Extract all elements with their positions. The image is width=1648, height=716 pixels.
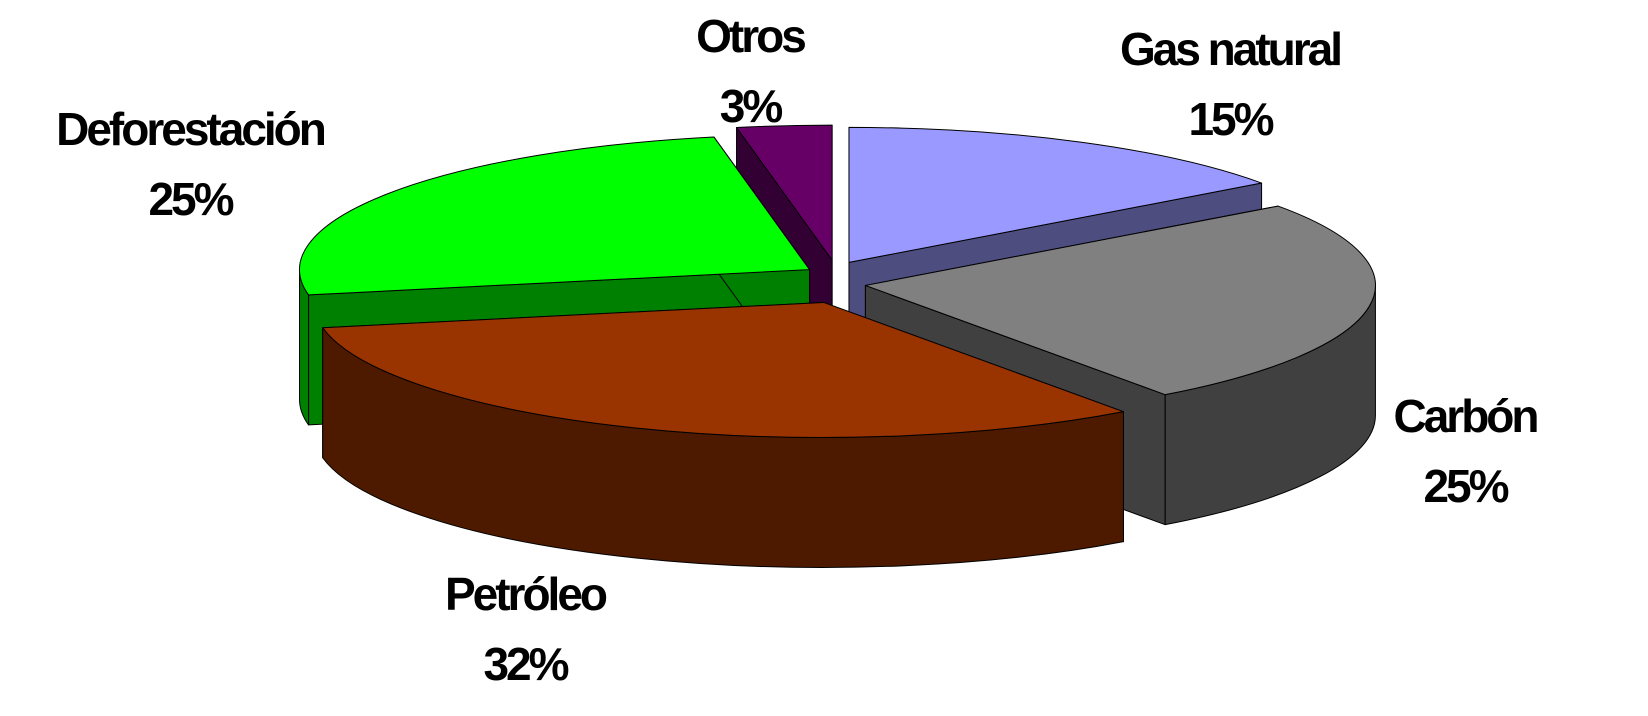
slice-label: Otros — [696, 10, 805, 62]
slice-label: Gas natural — [1120, 23, 1340, 75]
slice-top — [864, 205, 1376, 396]
slice-value-label: 25% — [1423, 460, 1508, 512]
slice-top — [736, 124, 833, 261]
slice-label: Petróleo — [445, 568, 607, 620]
slice-top — [848, 126, 1263, 263]
slice-value-label: 15% — [1188, 93, 1273, 145]
slice-value-label: 25% — [148, 173, 233, 225]
slice-label: Deforestación — [56, 103, 325, 155]
slice-value-label: 32% — [483, 638, 568, 690]
slice-label: Carbón — [1394, 390, 1538, 442]
slice-top — [322, 301, 1124, 438]
slice — [322, 301, 1124, 568]
slice-value-label: 3% — [720, 80, 783, 132]
slice-top — [299, 136, 811, 296]
